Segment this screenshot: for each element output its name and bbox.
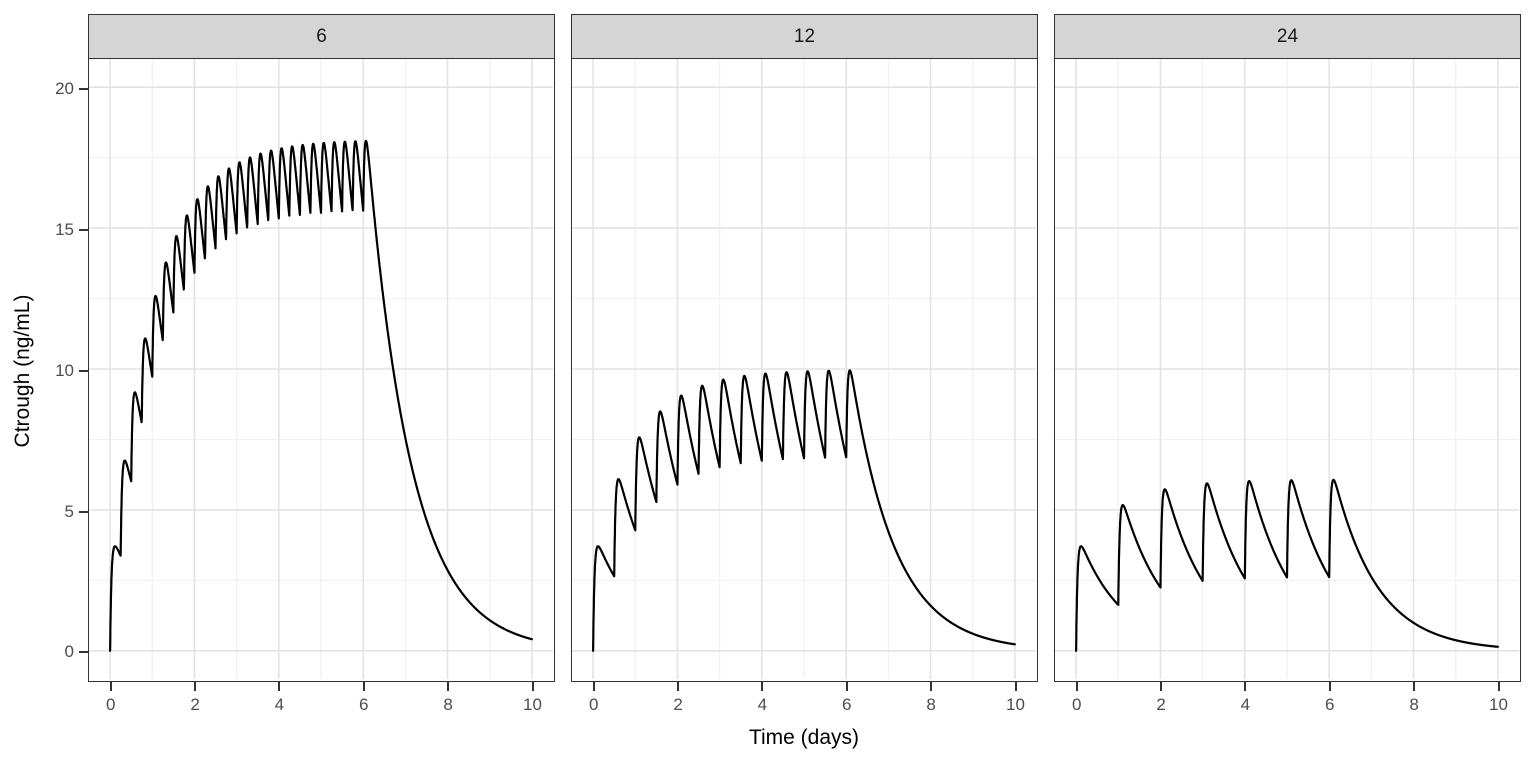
- facet-strip-label: 12: [793, 25, 816, 47]
- y-tick-label: 0: [64, 642, 74, 662]
- x-axis-ticks: 0 2 4 6 8 10: [1054, 682, 1521, 726]
- x-tick-mark: [845, 682, 848, 691]
- facet-strip: 6: [88, 14, 555, 59]
- x-axis-ticks: 0 2 4 6 8 10: [571, 682, 1038, 726]
- facet-panel: [88, 59, 555, 682]
- x-tick-label: 8: [926, 695, 936, 714]
- y-axis: 0 5 10 15 20: [0, 59, 88, 682]
- x-axis-title: Time (days): [748, 726, 860, 749]
- facet-plot-svg: [89, 59, 553, 679]
- facet-plot-svg: [572, 59, 1036, 679]
- x-tick-label: 4: [1240, 695, 1251, 714]
- facet-column-24: 24 0 2 4 6 8 10: [1054, 14, 1521, 726]
- x-tick-label: 10: [1006, 695, 1025, 714]
- x-tick-label: 2: [673, 695, 683, 714]
- x-tick-label: 8: [443, 695, 453, 714]
- x-tick-mark: [1160, 682, 1163, 691]
- x-tick-label: 6: [359, 695, 369, 714]
- x-tick-mark: [1497, 682, 1500, 691]
- panels-row: 6 0 2 4 6 8 10 12 0 2 4 6 8 10 24 0 2 4 6 8 10: [88, 14, 1521, 726]
- y-tick-mark: [79, 510, 88, 513]
- facet-panel: [571, 59, 1038, 682]
- facet-strip: 12: [571, 14, 1038, 59]
- x-tick-mark: [1413, 682, 1416, 691]
- x-tick-label: 2: [190, 695, 200, 714]
- facet-column-12: 12 0 2 4 6 8 10: [571, 14, 1038, 726]
- y-tick-mark: [79, 228, 88, 231]
- x-tick-mark: [1244, 682, 1247, 691]
- x-tick-mark: [761, 682, 764, 691]
- x-tick-mark: [109, 682, 112, 691]
- x-tick-label: 0: [105, 695, 116, 714]
- x-tick-label: 8: [1409, 695, 1419, 714]
- x-tick-mark: [194, 682, 197, 691]
- facet-column-6: 6 0 2 4 6 8 10: [88, 14, 555, 726]
- y-tick-label: 15: [55, 219, 74, 239]
- x-tick-label: 2: [1156, 695, 1166, 714]
- x-axis-ticks: 0 2 4 6 8 10: [88, 682, 555, 726]
- facet-strip: 24: [1054, 14, 1521, 59]
- x-tick-label: 0: [1071, 695, 1082, 714]
- x-tick-mark: [930, 682, 933, 691]
- x-tick-label: 10: [1489, 695, 1508, 714]
- y-tick-mark: [79, 651, 88, 654]
- facet-panel: [1054, 59, 1521, 682]
- x-tick-mark: [1014, 682, 1017, 691]
- concentration-curve: [1075, 478, 1499, 652]
- x-tick-label: 6: [842, 695, 852, 714]
- y-tick-label: 5: [64, 501, 74, 521]
- x-tick-label: 10: [523, 695, 542, 714]
- x-tick-mark: [1328, 682, 1331, 691]
- y-tick-label: 10: [55, 360, 74, 380]
- x-tick-label: 4: [274, 695, 285, 714]
- x-tick-mark: [278, 682, 281, 691]
- x-tick-mark: [531, 682, 534, 691]
- facet-strip-label: 6: [316, 25, 327, 47]
- y-tick-mark: [79, 369, 88, 372]
- x-tick-mark: [362, 682, 365, 691]
- x-tick-label: 6: [1325, 695, 1335, 714]
- x-tick-mark: [1075, 682, 1078, 691]
- x-tick-mark: [677, 682, 680, 691]
- concentration-curve: [592, 369, 1016, 652]
- facet-strip-label: 24: [1276, 25, 1299, 47]
- x-tick-label: 4: [757, 695, 768, 714]
- y-tick-label: 20: [55, 78, 74, 98]
- facet-plot-svg: [1055, 59, 1519, 679]
- y-tick-mark: [79, 87, 88, 90]
- x-tick-mark: [447, 682, 450, 691]
- x-tick-mark: [592, 682, 595, 691]
- x-tick-label: 0: [588, 695, 599, 714]
- concentration-curve: [109, 139, 533, 652]
